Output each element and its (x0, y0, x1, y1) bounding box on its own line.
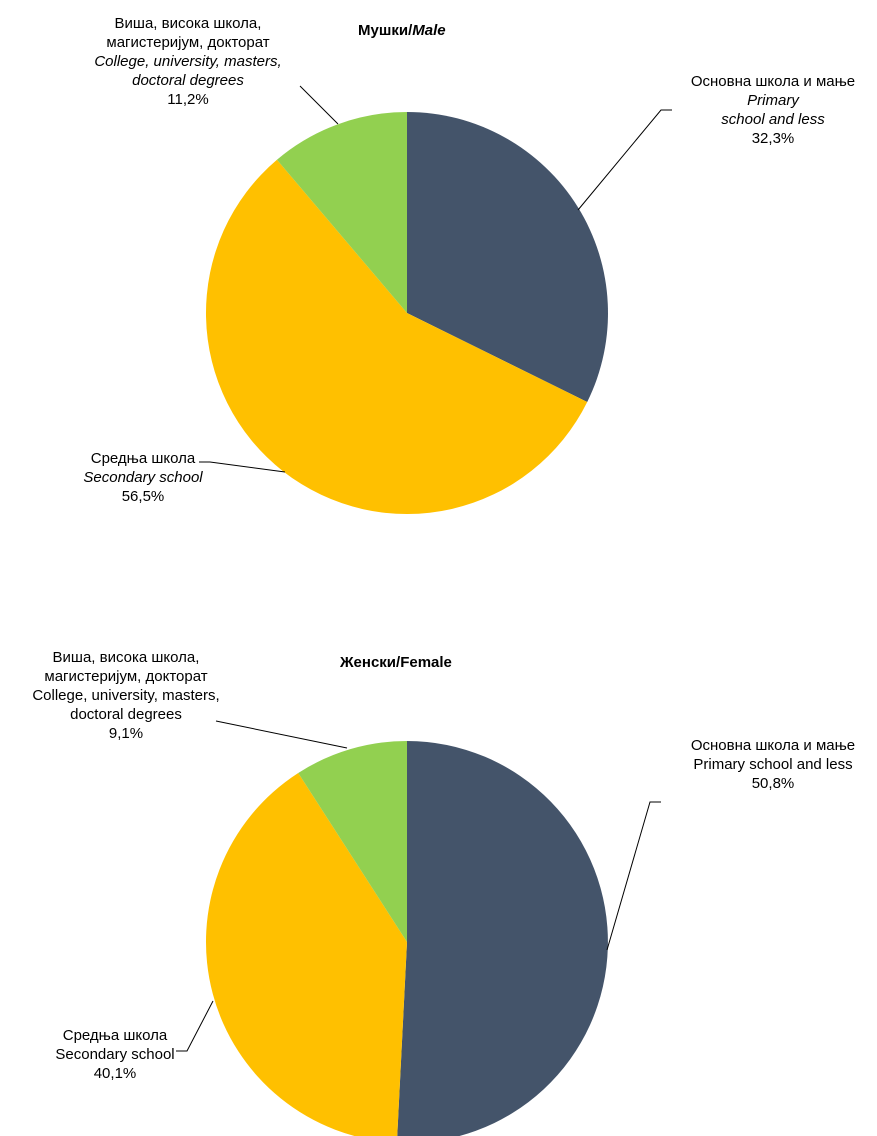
leader-line-primary (577, 109, 672, 211)
leader-line-secondary (176, 1000, 214, 1052)
label-primary-female: Основна школа и мање Primary school and … (668, 736, 877, 793)
pie-slice-college (276, 112, 407, 313)
label-sr-line2: магистеријум, докторат (44, 668, 208, 685)
pie-svg-male (199, 85, 672, 515)
pie-chart-male: Мушки/Male Виша, висока школа, магистери… (0, 0, 877, 560)
pie-slice-secondary (205, 159, 588, 515)
pie-slice-primary (407, 112, 608, 402)
label-sr: Основна школа и мање (690, 737, 856, 754)
label-secondary-male: Средња школа Secondary school 56,5% (58, 449, 228, 506)
label-college-male: Виша, висока школа, магистеријум, доктор… (68, 14, 308, 109)
label-sr-line1: Виша, висока школа, (114, 15, 262, 32)
pie-svg-female (176, 720, 661, 1136)
label-en: Secondary school (83, 469, 203, 486)
label-secondary-female: Средња школа Secondary school 40,1% (30, 1026, 200, 1083)
value-label: 50,8% (751, 775, 795, 792)
pie-slice-secondary (205, 772, 407, 1136)
value-label: 40,1% (93, 1065, 137, 1082)
label-en: Secondary school (55, 1046, 175, 1063)
label-en-line2: doctoral degrees (70, 706, 182, 723)
pie-slice-college (298, 741, 407, 942)
label-sr-line1: Виша, висока школа, (52, 649, 200, 666)
label-college-female: Виша, висока школа, магистеријум, доктор… (0, 648, 252, 743)
label-en-line2: school and less (721, 111, 825, 128)
leader-line-college (299, 85, 339, 125)
title-italic: Male (412, 22, 446, 39)
leader-line-college (215, 720, 348, 749)
title-bold: Мушки/ (358, 22, 413, 39)
value-label: 56,5% (121, 488, 165, 505)
chart-title-female: Женски/Female (340, 654, 452, 671)
label-en-line1: College, university, masters, (94, 53, 282, 70)
label-sr: Средња школа (62, 1027, 168, 1044)
leader-line-primary (606, 801, 661, 951)
label-en-line1: College, university, masters, (32, 687, 220, 704)
label-en-line1: Primary (747, 92, 799, 109)
leader-line-secondary (199, 461, 286, 473)
pie-slice-primary (397, 741, 608, 1136)
value-label: 9,1% (108, 725, 144, 742)
label-primary-male: Основна школа и мање Primary school and … (668, 72, 877, 148)
label-sr: Основна школа и мање (690, 73, 856, 90)
label-sr: Средња школа (90, 450, 196, 467)
label-en-line2: doctoral degrees (132, 72, 244, 89)
chart-title-male: Мушки/Male (358, 22, 446, 39)
pie-chart-female: Женски/Female Виша, висока школа, магист… (0, 576, 877, 1136)
value-label: 11,2% (167, 91, 209, 108)
value-label: 32,3% (751, 130, 795, 147)
label-sr-line2: магистеријум, докторат (106, 34, 270, 51)
label-en: Primary school and less (693, 756, 853, 773)
